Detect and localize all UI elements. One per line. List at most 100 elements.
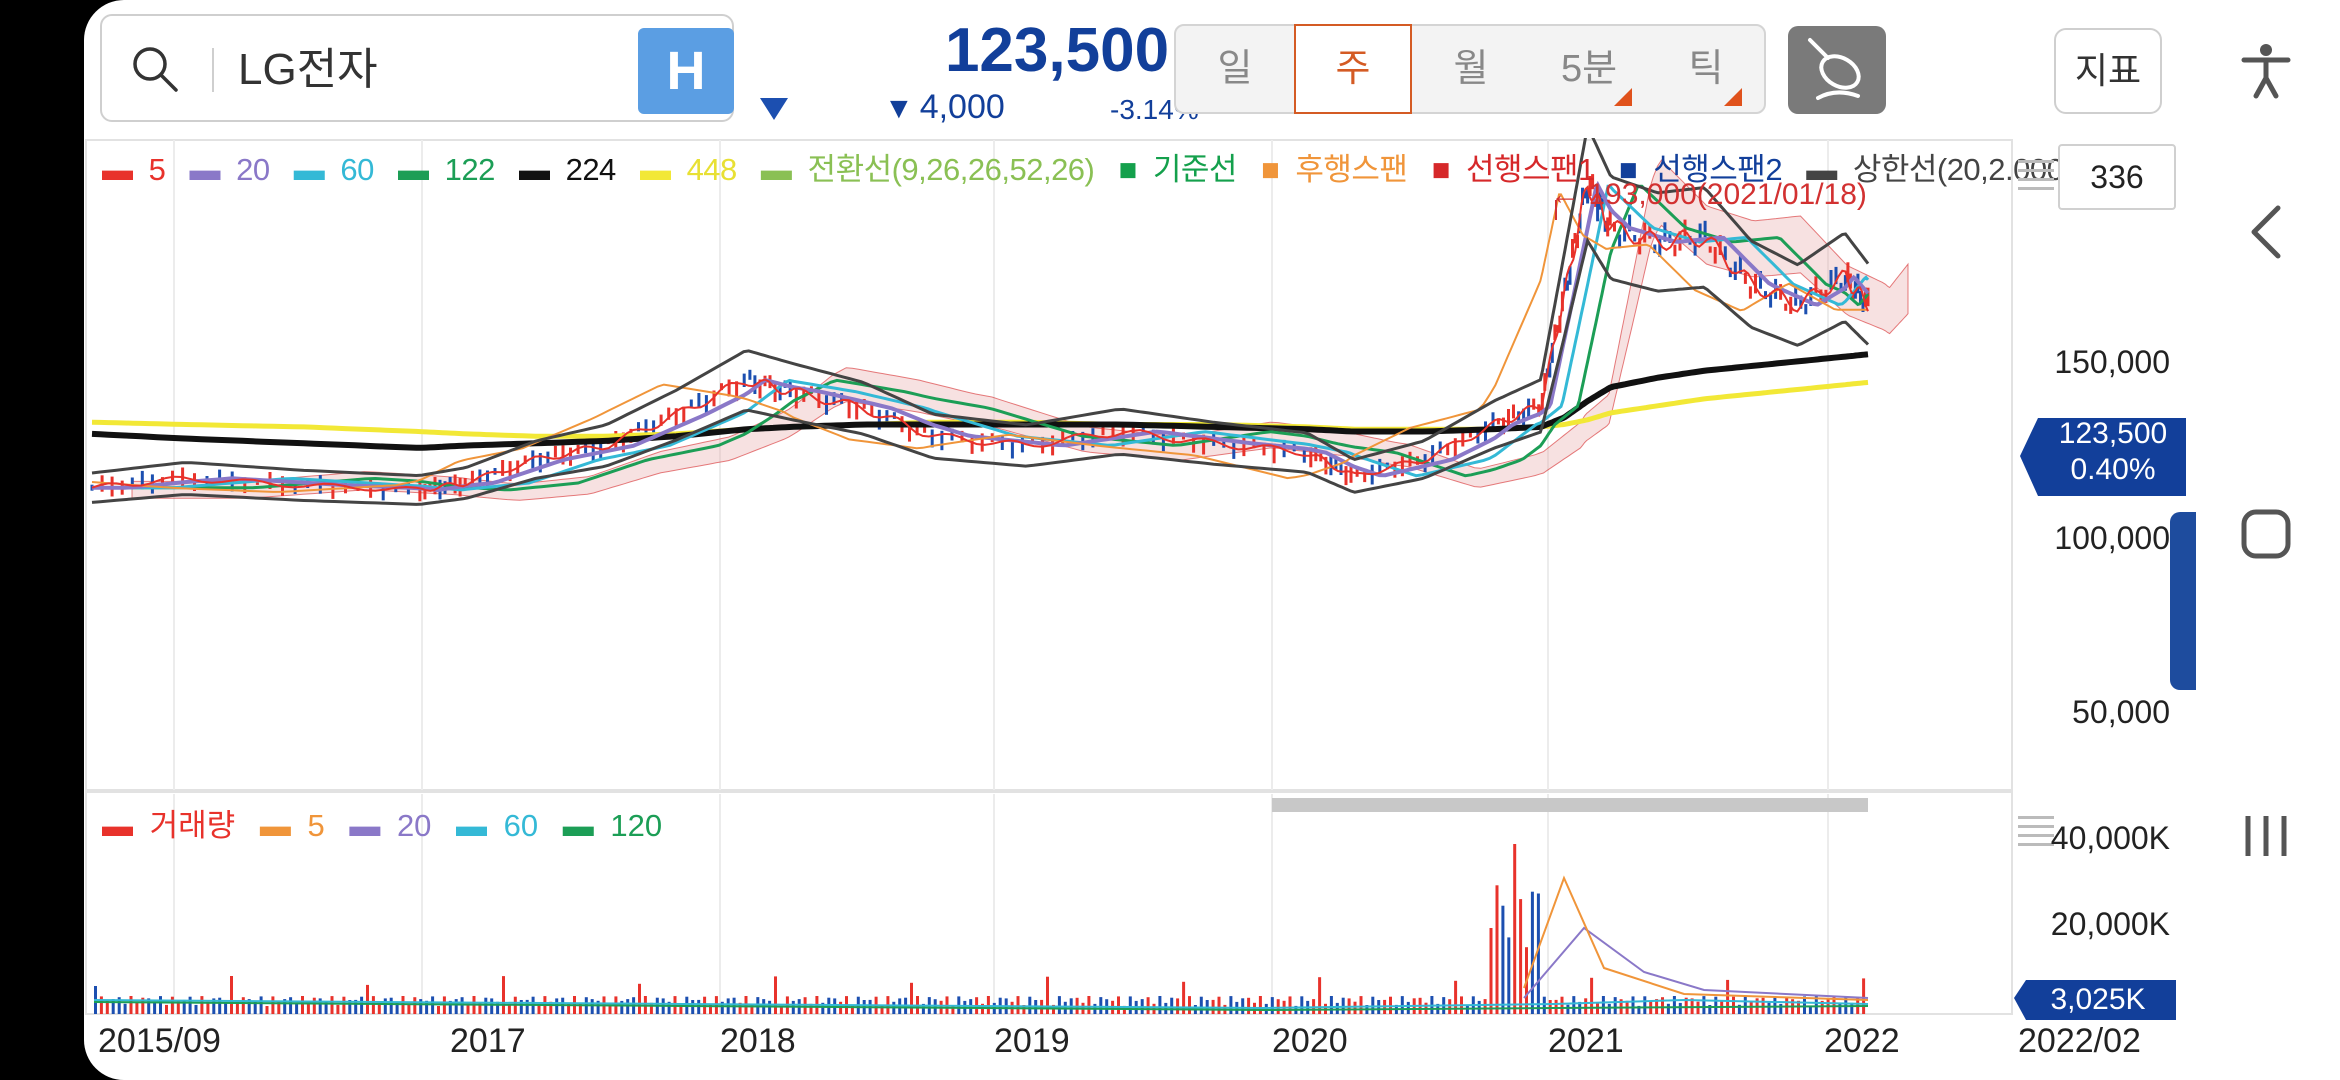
- volume-bar: [1808, 1005, 1812, 1014]
- side-panel-handle[interactable]: [2170, 512, 2196, 690]
- legend-leading-span2[interactable]: ■ 선행스팬2: [1618, 152, 1783, 187]
- stock-dropdown-icon[interactable]: [760, 98, 788, 120]
- candle: [1738, 254, 1742, 274]
- candle: [433, 476, 437, 495]
- candle: [1608, 207, 1612, 226]
- series-line-5: [91, 185, 1869, 492]
- candle: [1061, 430, 1065, 445]
- candle: [1101, 424, 1105, 436]
- volume-bar: [277, 1000, 281, 1014]
- volume-bar: [1022, 1005, 1026, 1014]
- legend-vol-ma20[interactable]: ▬ 20: [349, 808, 432, 843]
- x-label-2021: 2021: [1548, 1022, 1624, 1060]
- volume-bar: [1241, 998, 1245, 1014]
- chart-scrollbar[interactable]: [1272, 798, 1868, 812]
- indicator-button[interactable]: 지표: [2054, 28, 2162, 114]
- volume-bar: [567, 1002, 571, 1014]
- legend-leading-span1[interactable]: ■ 선행스팬1: [1431, 152, 1596, 187]
- volume-bar: [1820, 1000, 1824, 1014]
- candle: [243, 477, 247, 494]
- legend-conversion-line[interactable]: ▬ 전환선(9,26,26,52,26): [760, 152, 1095, 187]
- volume-bar: [1601, 996, 1605, 1014]
- period-5min[interactable]: 5분: [1560, 48, 1618, 90]
- candle: [1363, 468, 1367, 483]
- candle: [682, 406, 686, 425]
- candle: [1548, 362, 1552, 378]
- volume-bar: [1199, 996, 1203, 1014]
- stock-search-box[interactable]: LG전자 H: [100, 14, 734, 122]
- period-day[interactable]: 일: [1217, 48, 1253, 90]
- candle: [1779, 284, 1783, 300]
- volume-bar: [555, 998, 559, 1014]
- search-icon[interactable]: [128, 42, 184, 98]
- volume-bar: [1838, 1003, 1842, 1014]
- period-tick[interactable]: 틱: [1688, 48, 1724, 90]
- volume-bar: [1643, 996, 1647, 1014]
- candle: [418, 481, 422, 502]
- volume-bar: [1229, 996, 1233, 1014]
- legend-ma20[interactable]: ▬ 20: [189, 152, 271, 187]
- volume-bar: [247, 999, 251, 1014]
- current-volume-tag-bg: [2014, 980, 2176, 1020]
- legend-vol-ma60[interactable]: ▬ 60: [456, 808, 539, 843]
- volume-bar: [312, 997, 316, 1014]
- volume-bar: [1099, 997, 1103, 1014]
- chart-canvas[interactable]: [84, 138, 2196, 1080]
- candle: [130, 477, 134, 487]
- volume-panel-menu-icon[interactable]: [2018, 816, 2054, 852]
- candle: [1748, 286, 1752, 299]
- legend-volume[interactable]: ▬ 거래량: [102, 808, 236, 843]
- legend-lagging-span[interactable]: ■ 후행스팬: [1261, 152, 1408, 187]
- volume-bar: [1773, 996, 1777, 1014]
- drawing-tool-button[interactable]: [1788, 26, 1886, 114]
- volume-bar: [850, 1005, 854, 1014]
- candle: [423, 484, 427, 500]
- legend-vol-ma120[interactable]: ▬ 120: [562, 808, 663, 843]
- volume-bar: [1489, 928, 1493, 1014]
- price-legend[interactable]: ▬ 5 ▬ 20 ▬ 60 ▬ 122 ▬ 224 ▬ 448 ▬ 전환선(9,…: [102, 144, 2106, 189]
- chart-area[interactable]: ▬ 5 ▬ 20 ▬ 60 ▬ 122 ▬ 224 ▬ 448 ▬ 전환선(9,…: [84, 138, 2196, 1080]
- legend-ma224[interactable]: ▬ 224: [518, 152, 616, 187]
- candle: [1151, 429, 1155, 445]
- legend-ma448[interactable]: ▬ 448: [639, 152, 737, 187]
- price-change: ▼ 4,000: [884, 88, 1005, 126]
- candle: [855, 400, 859, 420]
- home-icon[interactable]: [2240, 508, 2292, 560]
- volume-bar: [153, 1001, 157, 1014]
- volume-legend[interactable]: ▬ 거래량 ▬ 5 ▬ 20 ▬ 60 ▬ 120: [102, 800, 678, 845]
- stock-name[interactable]: LG전자: [238, 45, 378, 94]
- period-week[interactable]: 주: [1294, 24, 1412, 114]
- candle: [727, 379, 731, 397]
- volume-bar: [921, 1003, 925, 1014]
- recent-apps-icon[interactable]: [2242, 812, 2290, 860]
- bar-count-box[interactable]: 336: [2058, 144, 2176, 210]
- legend-ma60[interactable]: ▬ 60: [293, 152, 375, 187]
- volume-bar: [1607, 1003, 1611, 1014]
- volume-bar: [638, 983, 641, 1014]
- accessibility-icon[interactable]: [2236, 40, 2296, 100]
- volume-bar: [502, 976, 505, 1014]
- volume-bar: [1513, 844, 1517, 1014]
- candle: [1764, 291, 1767, 300]
- candle: [892, 412, 896, 419]
- volume-bar: [549, 1001, 553, 1014]
- volume-bar: [194, 1004, 198, 1014]
- candle: [1565, 280, 1569, 291]
- current-price: 123,500: [944, 16, 1170, 85]
- candle: [1596, 203, 1600, 222]
- candle: [1446, 443, 1450, 456]
- price-panel-menu-icon[interactable]: [2018, 160, 2054, 196]
- candle: [832, 392, 836, 405]
- h-button[interactable]: H: [638, 28, 734, 114]
- legend-ma122[interactable]: ▬ 122: [397, 152, 495, 187]
- candle: [1829, 270, 1833, 290]
- price-change-value: 4,000: [919, 88, 1005, 126]
- candle: [652, 420, 656, 440]
- candle: [923, 424, 927, 433]
- back-icon[interactable]: [2246, 204, 2286, 260]
- period-month[interactable]: 월: [1453, 48, 1489, 90]
- volume-bar: [1170, 997, 1174, 1014]
- legend-ma5[interactable]: ▬ 5: [102, 152, 166, 187]
- legend-vol-ma5[interactable]: ▬ 5: [259, 808, 325, 843]
- legend-base-line[interactable]: ■ 기준선: [1118, 152, 1238, 187]
